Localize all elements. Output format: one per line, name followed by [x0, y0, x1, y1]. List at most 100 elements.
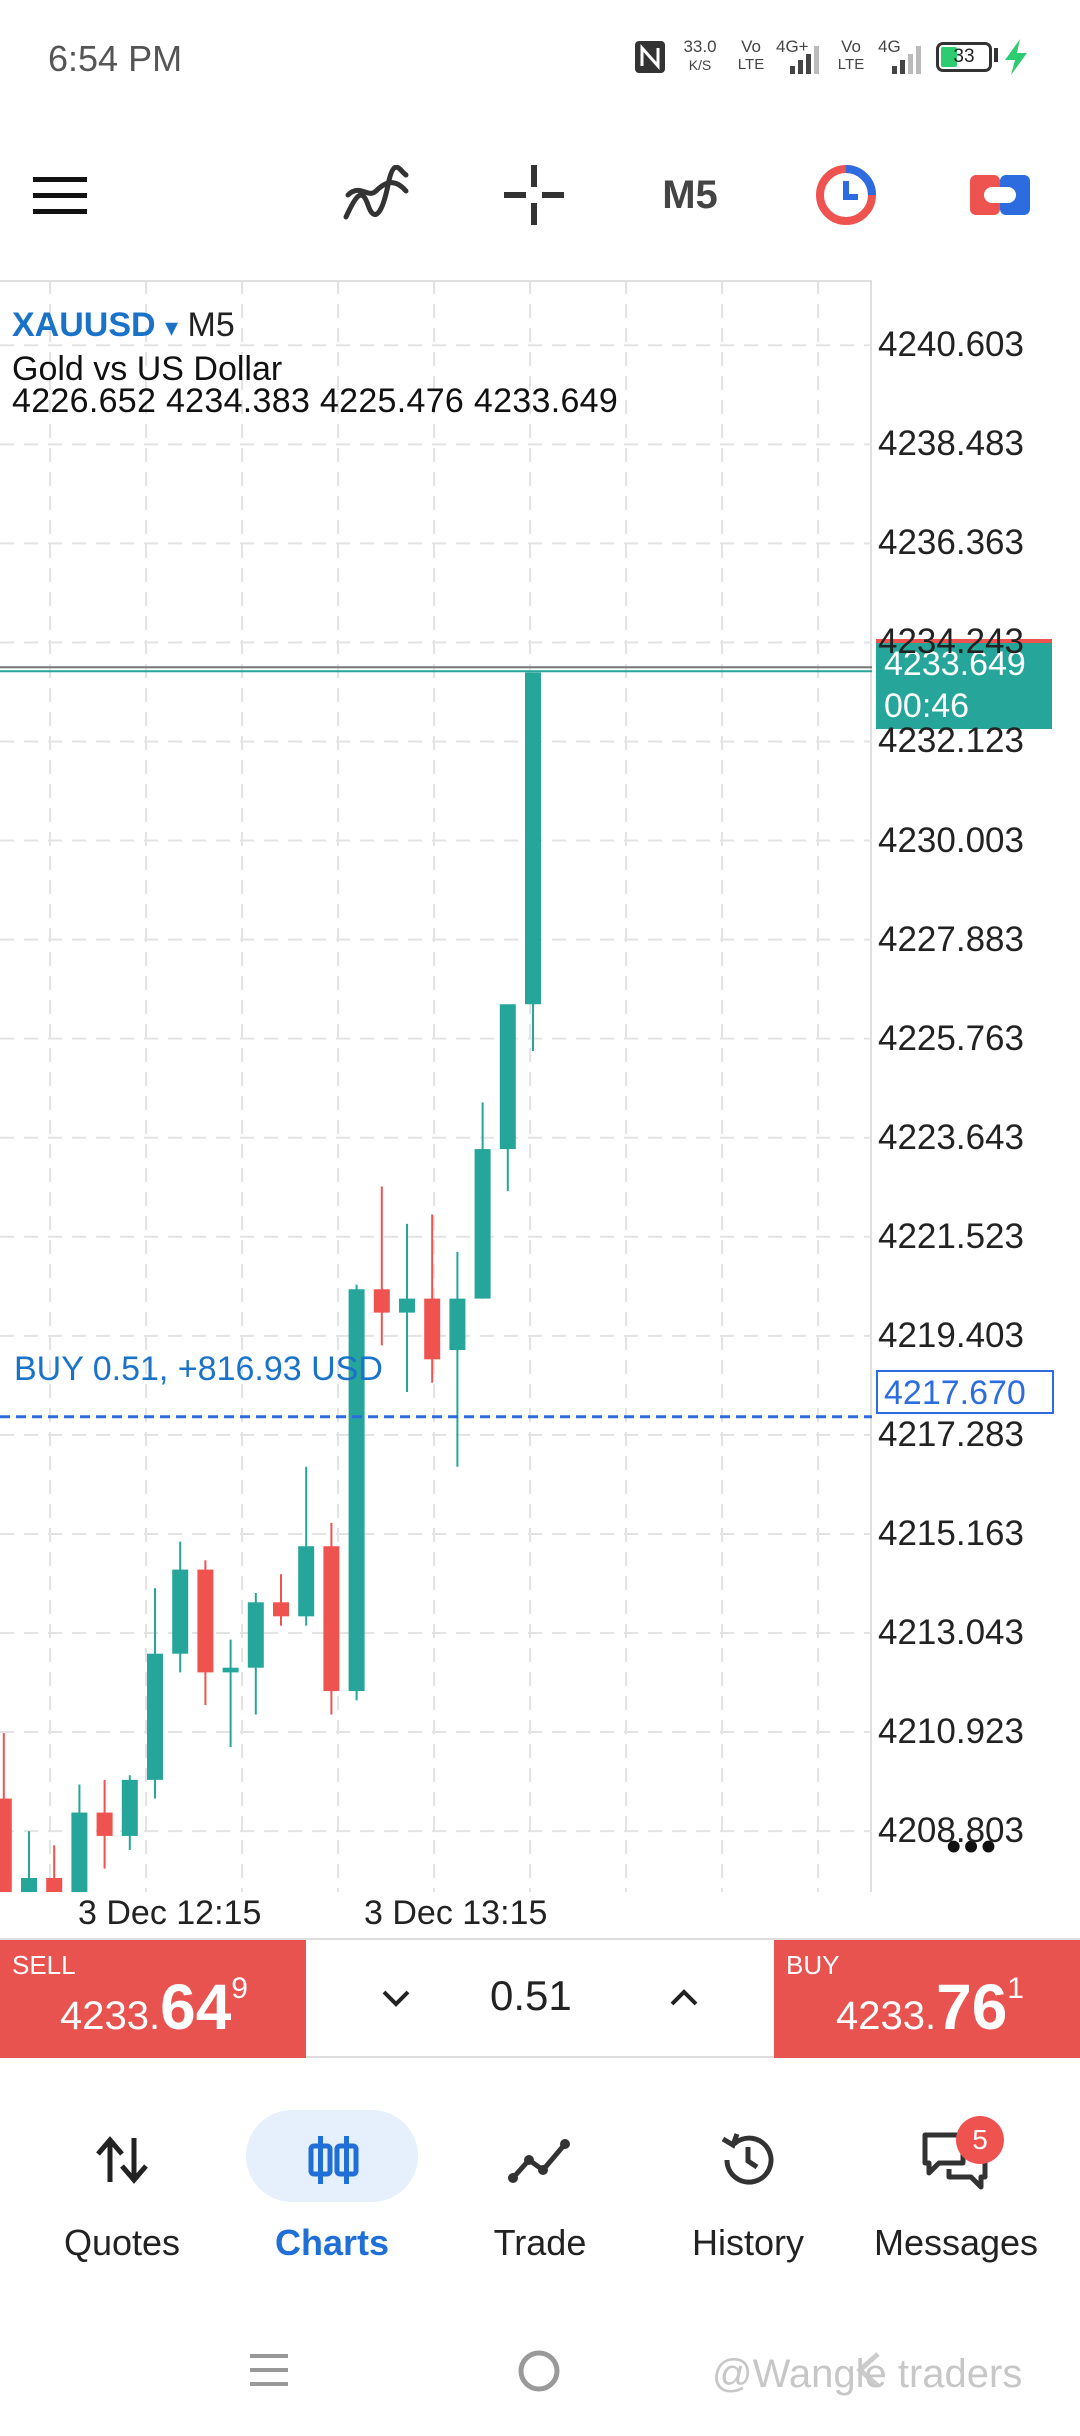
candle-body	[424, 1298, 441, 1360]
sell-label: SELL	[12, 1950, 76, 1980]
indicator-curve-icon	[343, 165, 409, 220]
home-circle-icon	[518, 2350, 560, 2392]
candle-body	[399, 1298, 415, 1313]
buy-price-prefix: 4233.	[836, 1994, 937, 2038]
candle-body	[21, 1877, 37, 1892]
price-axis-label: 4234.243	[878, 622, 1024, 662]
system-navigation-bar	[0, 2320, 1080, 2436]
price-axis-label: 4208.803	[878, 1811, 1024, 1851]
price-axis-label: 4227.883	[878, 919, 1024, 959]
nav-charts[interactable]: Charts	[224, 2080, 440, 2270]
candle-body	[147, 1653, 163, 1780]
battery-icon: 33	[936, 42, 992, 72]
one-click-trade-button[interactable]	[960, 140, 1040, 250]
nfc-icon	[634, 40, 666, 79]
watermark-text: @Wangle traders	[712, 2352, 1023, 2396]
sim2-signal: 4G	[878, 38, 921, 74]
nav-messages-label: Messages	[873, 2222, 1039, 2263]
bolt-icon	[1002, 38, 1030, 81]
price-axis-label: 4213.043	[878, 1613, 1024, 1652]
volume-decrease-button[interactable]	[370, 1970, 422, 2026]
crosshair-icon	[504, 165, 564, 225]
candle-body	[474, 1149, 491, 1299]
price-axis-label: 4240.603	[878, 325, 1024, 365]
recents-button[interactable]	[248, 2350, 290, 2390]
net-speed-value: 33.0	[683, 37, 717, 56]
objects-button[interactable]	[806, 140, 886, 250]
indicators-button[interactable]	[336, 140, 416, 250]
chat-bubbles-icon	[848, 2110, 1064, 2210]
chart-timeframe: M5	[187, 306, 235, 344]
candle-body	[0, 1798, 12, 1892]
ohlc-values: 4226.652 4234.383 4225.476 4233.649	[12, 382, 619, 420]
price-axis-label: 4225.763	[878, 1018, 1024, 1058]
sim1-signal-icon	[790, 42, 819, 74]
nav-history[interactable]: History	[640, 2080, 856, 2270]
sim1-volte-bottom: LTE	[737, 56, 765, 73]
candle-body	[96, 1812, 113, 1836]
price-axis-label: 4238.483	[878, 424, 1024, 464]
sim1-volte: Vo LTE	[734, 38, 768, 74]
price-axis-label: 4215.163	[878, 1513, 1024, 1553]
trade-toggle-icon	[970, 175, 1030, 215]
home-button[interactable]	[516, 2348, 562, 2394]
history-clock-icon	[640, 2110, 856, 2210]
menu-button[interactable]	[20, 140, 100, 250]
trend-line-icon	[432, 2110, 648, 2210]
symbol-line: XAUUSD ▾ M5	[12, 306, 235, 345]
more-options-icon[interactable]: •••	[946, 1822, 999, 1871]
candle-body	[499, 1004, 516, 1150]
candle-countdown: 00:46	[884, 687, 970, 725]
back-button[interactable]	[850, 2350, 892, 2390]
crosshair-button[interactable]	[494, 140, 574, 250]
price-axis-label: 4230.003	[878, 820, 1024, 860]
timeframe-button[interactable]: M5	[650, 140, 730, 250]
chevron-up-icon	[670, 1989, 698, 2006]
chevron-down-icon	[382, 1990, 410, 2007]
price-axis-label: 4232.123	[878, 721, 1024, 761]
symbol-dropdown-icon[interactable]: ▾	[165, 312, 179, 342]
nav-quotes[interactable]: Quotes	[14, 2080, 230, 2270]
net-speed: 33.0 K/S	[676, 38, 724, 74]
candle-body	[373, 1289, 390, 1313]
timeframe-label: M5	[662, 172, 718, 217]
clock-circle-icon	[816, 165, 876, 225]
position-label[interactable]: BUY 0.51, +816.93 USD	[14, 1350, 383, 1388]
current-price-tag: 4233.649 00:46	[876, 639, 1052, 729]
candlestick-chart[interactable]	[0, 280, 872, 1892]
candle-body	[247, 1602, 264, 1668]
price-axis-label: 4223.643	[878, 1117, 1024, 1157]
candle-body	[121, 1779, 138, 1836]
nav-trade-label: Trade	[493, 2222, 587, 2263]
symbol-description: Gold vs US Dollar	[12, 350, 283, 388]
menu-lines-icon	[250, 2354, 288, 2386]
time-label-2: 3 Dec 13:15	[364, 1894, 548, 1932]
candle-body	[298, 1546, 315, 1617]
net-speed-unit: K/S	[688, 57, 712, 73]
candle-body	[197, 1569, 214, 1673]
status-bar: 6:54 PM 33.0 K/S Vo LTE 4G+ Vo LTE 4G 33	[0, 0, 1080, 120]
nav-history-label: History	[691, 2222, 804, 2263]
buy-button[interactable]: BUY 4233.761	[774, 1940, 1080, 2058]
volume-increase-button[interactable]	[658, 1970, 710, 2026]
price-axis-label: 4210.923	[878, 1712, 1024, 1752]
buy-price-pips: 76	[936, 1971, 1008, 2043]
chart-area[interactable]	[0, 280, 872, 1892]
nav-quotes-label: Quotes	[63, 2222, 181, 2263]
candle-body	[222, 1667, 239, 1673]
buy-price-point: 1	[1007, 1972, 1024, 2005]
candles-icon	[224, 2110, 440, 2210]
sim1-network: 4G+	[776, 37, 809, 56]
volume-value[interactable]: 0.51	[490, 1972, 572, 2019]
candle-body	[323, 1546, 340, 1692]
battery-tip	[994, 48, 998, 62]
nav-messages[interactable]: Messages	[848, 2080, 1064, 2270]
one-click-trade-panel: SELL 4233.649 0.51 BUY 4233.761	[0, 1938, 1080, 2058]
up-down-arrows-icon	[14, 2110, 230, 2210]
sell-button[interactable]: SELL 4233.649	[0, 1940, 306, 2058]
symbol-name[interactable]: XAUUSD	[12, 306, 156, 344]
price-axis-label: 4219.403	[878, 1315, 1024, 1355]
nav-trade[interactable]: Trade	[432, 2080, 648, 2270]
sell-price-pips: 64	[160, 1971, 232, 2043]
sell-price-prefix: 4233.	[60, 1994, 161, 2038]
